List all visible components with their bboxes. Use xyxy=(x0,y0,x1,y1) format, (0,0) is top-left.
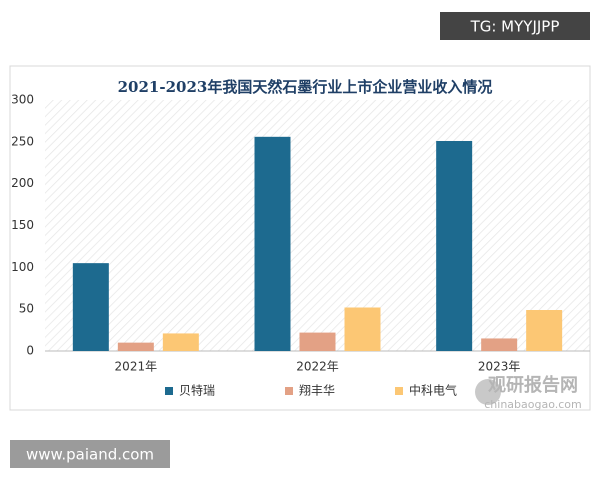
logo: 观研报告网 xyxy=(488,374,578,396)
y-tick-label: 0 xyxy=(26,344,34,358)
chart-title: 2021-2023年我国天然石墨行业上市企业营业收入情况 xyxy=(118,78,493,96)
x-tick-label: 2021年 xyxy=(115,360,158,374)
bar xyxy=(481,338,518,351)
legend-swatch xyxy=(285,387,293,395)
plot-area xyxy=(45,100,590,351)
legend-label: 翔丰华 xyxy=(299,384,335,398)
bar xyxy=(436,140,473,351)
bar xyxy=(254,136,291,351)
watermark-box xyxy=(10,440,170,468)
bar xyxy=(162,333,199,351)
bar xyxy=(526,310,563,351)
logo-url: chinabaogao.com xyxy=(484,398,582,411)
bar xyxy=(72,263,109,351)
y-tick-label: 50 xyxy=(19,302,34,316)
y-tick-label: 100 xyxy=(11,260,34,274)
bar xyxy=(344,307,381,351)
legend-swatch xyxy=(165,387,173,395)
watermark: TG: MYYJJPP xyxy=(470,18,560,36)
y-tick-label: 300 xyxy=(11,93,34,107)
bar xyxy=(117,342,154,351)
legend-label: 贝特瑞 xyxy=(179,383,215,398)
bar xyxy=(299,332,336,351)
y-tick-label: 200 xyxy=(11,176,34,190)
x-tick-label: 2022年 xyxy=(296,360,339,374)
logo-icon xyxy=(475,379,501,405)
x-tick-label: 2023年 xyxy=(478,360,521,374)
watermark: www.paiand.com xyxy=(26,446,154,464)
watermark-box xyxy=(440,12,590,40)
legend-swatch xyxy=(395,387,403,395)
y-tick-label: 250 xyxy=(11,134,34,148)
legend-label: 中科电气 xyxy=(409,383,457,398)
y-tick-label: 150 xyxy=(11,218,34,232)
